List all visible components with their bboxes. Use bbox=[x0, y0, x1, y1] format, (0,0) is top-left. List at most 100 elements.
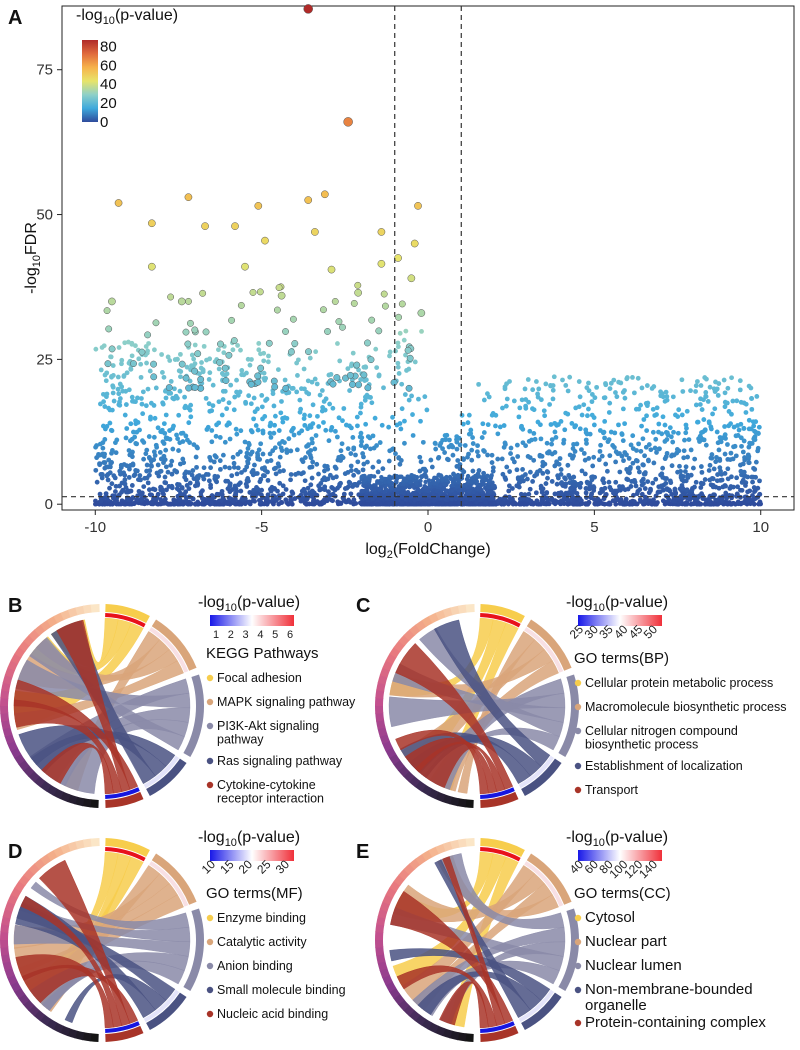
data-point bbox=[194, 464, 199, 470]
data-point bbox=[723, 436, 728, 441]
data-point bbox=[261, 370, 267, 376]
term-color-dot bbox=[206, 986, 214, 994]
data-point bbox=[144, 350, 150, 356]
data-point bbox=[406, 354, 414, 362]
data-point bbox=[504, 500, 510, 506]
term-label: Non-membrane-bounded bbox=[585, 981, 753, 998]
data-point bbox=[161, 421, 167, 427]
data-point bbox=[258, 499, 264, 505]
data-point bbox=[255, 406, 260, 412]
data-point bbox=[669, 463, 675, 469]
data-point bbox=[648, 447, 654, 453]
data-point bbox=[698, 464, 704, 469]
data-point bbox=[113, 483, 119, 489]
data-point bbox=[368, 316, 376, 324]
data-point bbox=[666, 487, 672, 493]
data-point bbox=[305, 348, 312, 356]
data-point bbox=[549, 441, 555, 447]
legend-title: -log10(p-value) bbox=[566, 594, 668, 614]
data-point bbox=[98, 367, 104, 373]
data-point bbox=[754, 394, 760, 399]
term-label: pathway bbox=[217, 733, 264, 747]
data-point bbox=[432, 440, 438, 446]
data-point bbox=[183, 489, 189, 495]
data-point bbox=[120, 487, 126, 493]
data-point bbox=[348, 363, 354, 369]
term-arc bbox=[480, 604, 525, 624]
data-point bbox=[289, 386, 295, 391]
data-point bbox=[123, 435, 129, 441]
data-point bbox=[203, 395, 209, 401]
data-point bbox=[191, 363, 196, 369]
data-point bbox=[299, 428, 305, 434]
data-point-labeled bbox=[231, 222, 239, 230]
data-point bbox=[152, 453, 158, 458]
data-point bbox=[550, 387, 556, 393]
data-point bbox=[461, 469, 467, 475]
data-point bbox=[127, 466, 132, 472]
data-point bbox=[749, 406, 755, 412]
data-point bbox=[628, 442, 634, 448]
data-point bbox=[395, 364, 401, 370]
data-point bbox=[663, 480, 669, 486]
data-point bbox=[260, 495, 265, 501]
gene-arc-segment bbox=[428, 612, 440, 624]
data-point bbox=[711, 466, 717, 472]
data-point bbox=[165, 469, 171, 475]
gene-arc-segment bbox=[389, 646, 401, 658]
pvalue-ring bbox=[524, 627, 564, 673]
data-point bbox=[549, 479, 555, 484]
data-point bbox=[126, 387, 132, 393]
data-point bbox=[503, 403, 509, 409]
data-point bbox=[514, 442, 520, 448]
data-point bbox=[348, 491, 354, 497]
data-point bbox=[345, 446, 351, 452]
data-point bbox=[675, 430, 681, 436]
scatter-points bbox=[93, 4, 763, 507]
data-point bbox=[155, 425, 161, 431]
data-point bbox=[136, 356, 142, 362]
data-point bbox=[682, 437, 687, 443]
gene-arc-segment bbox=[379, 733, 390, 745]
data-point bbox=[533, 379, 539, 384]
data-point bbox=[481, 430, 487, 435]
data-point bbox=[312, 376, 318, 382]
data-point bbox=[138, 477, 143, 483]
data-point bbox=[701, 437, 707, 443]
data-point bbox=[435, 455, 441, 461]
data-point bbox=[332, 487, 338, 493]
data-point bbox=[729, 375, 734, 381]
data-point bbox=[490, 468, 496, 474]
data-point bbox=[730, 456, 736, 462]
data-point bbox=[755, 431, 761, 436]
data-point bbox=[500, 405, 505, 411]
data-point bbox=[648, 500, 654, 506]
data-point bbox=[719, 497, 725, 502]
data-point bbox=[757, 499, 763, 505]
data-point bbox=[310, 421, 316, 426]
data-point bbox=[152, 319, 160, 327]
data-point bbox=[485, 452, 490, 458]
data-point bbox=[704, 376, 709, 382]
data-point bbox=[289, 427, 295, 433]
data-point bbox=[433, 446, 439, 452]
data-point bbox=[104, 360, 112, 368]
data-point bbox=[516, 414, 522, 420]
data-point bbox=[393, 487, 399, 492]
gene-arc-segment bbox=[375, 712, 385, 722]
data-point bbox=[538, 436, 544, 442]
data-point-labeled bbox=[410, 239, 419, 248]
data-point bbox=[590, 463, 596, 469]
data-point bbox=[227, 465, 232, 471]
data-point bbox=[630, 446, 636, 451]
legend-tick-label: 60 bbox=[100, 57, 117, 74]
data-point bbox=[716, 485, 722, 491]
data-point bbox=[121, 374, 127, 379]
data-point bbox=[231, 460, 237, 466]
data-point bbox=[310, 489, 316, 494]
data-point bbox=[98, 498, 104, 504]
data-point bbox=[108, 354, 114, 360]
data-point bbox=[420, 466, 426, 472]
data-point bbox=[502, 475, 508, 480]
data-point bbox=[245, 459, 250, 464]
